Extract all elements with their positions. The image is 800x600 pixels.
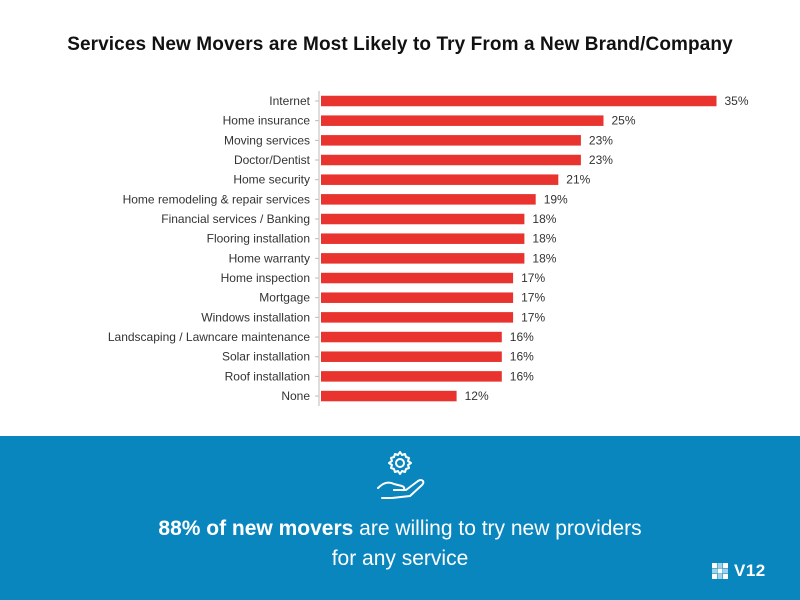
bar	[321, 253, 525, 264]
bar	[321, 95, 717, 107]
value-label: 35%	[725, 94, 749, 108]
category-label: Home inspection	[221, 271, 310, 285]
footer-text-rest: are willing to try new providers	[353, 517, 642, 540]
value-label: 17%	[521, 271, 545, 285]
bar	[321, 233, 525, 244]
bar	[321, 331, 502, 343]
bar	[321, 390, 457, 402]
bar	[321, 154, 581, 166]
bar	[321, 272, 514, 284]
category-label: Home insurance	[223, 114, 311, 128]
value-label: 18%	[532, 251, 556, 265]
value-label: 18%	[532, 232, 556, 246]
bar	[321, 115, 604, 126]
checker-grid-icon	[712, 563, 728, 579]
value-label: 19%	[544, 192, 568, 206]
value-label: 12%	[465, 389, 489, 403]
v12-logo: V12	[712, 560, 766, 582]
category-label: Internet	[269, 94, 310, 108]
value-label: 16%	[510, 350, 534, 364]
category-label: Financial services / Banking	[161, 212, 310, 226]
bar	[321, 371, 502, 382]
category-label: Moving services	[224, 133, 310, 147]
value-label: 21%	[566, 173, 590, 187]
value-label: 23%	[589, 133, 613, 147]
bar	[321, 312, 514, 323]
footer-banner: 88% of new movers are willing to try new…	[0, 436, 800, 600]
bar-chart: Internet 35% Home insurance 25% Moving servi…	[108, 91, 749, 407]
footer-line2: for any service	[331, 547, 469, 570]
category-label: Home remodeling & repair services	[123, 192, 310, 206]
value-label: 17%	[521, 310, 545, 324]
category-label: None	[281, 389, 310, 403]
footer-message: 88% of new movers are willing to try new…	[0, 514, 800, 574]
category-label: Roof installation	[225, 369, 310, 383]
value-label: 18%	[532, 212, 556, 226]
bar	[321, 194, 536, 205]
value-label: 16%	[510, 330, 534, 344]
bar	[321, 174, 559, 185]
gear-in-hand-icon	[377, 451, 425, 499]
bar	[321, 351, 502, 362]
category-label: Mortgage	[259, 291, 310, 305]
category-label: Flooring installation	[207, 232, 310, 246]
bar	[321, 292, 514, 303]
category-label: Doctor/Dentist	[234, 153, 311, 167]
chart-title: Services New Movers are Most Likely to T…	[67, 34, 733, 55]
footer-highlight: 88% of new movers	[158, 517, 354, 540]
category-label: Windows installation	[201, 310, 310, 324]
value-label: 23%	[589, 153, 613, 167]
value-label: 25%	[612, 114, 636, 128]
bar	[321, 213, 525, 225]
category-label: Landscaping / Lawncare maintenance	[108, 330, 310, 344]
value-label: 16%	[510, 369, 534, 383]
logo-text: V12	[734, 561, 766, 580]
category-label: Home security	[233, 173, 310, 187]
value-label: 17%	[521, 291, 545, 305]
category-label: Home warranty	[229, 251, 310, 265]
category-label: Solar installation	[222, 350, 310, 364]
bar	[321, 135, 581, 146]
